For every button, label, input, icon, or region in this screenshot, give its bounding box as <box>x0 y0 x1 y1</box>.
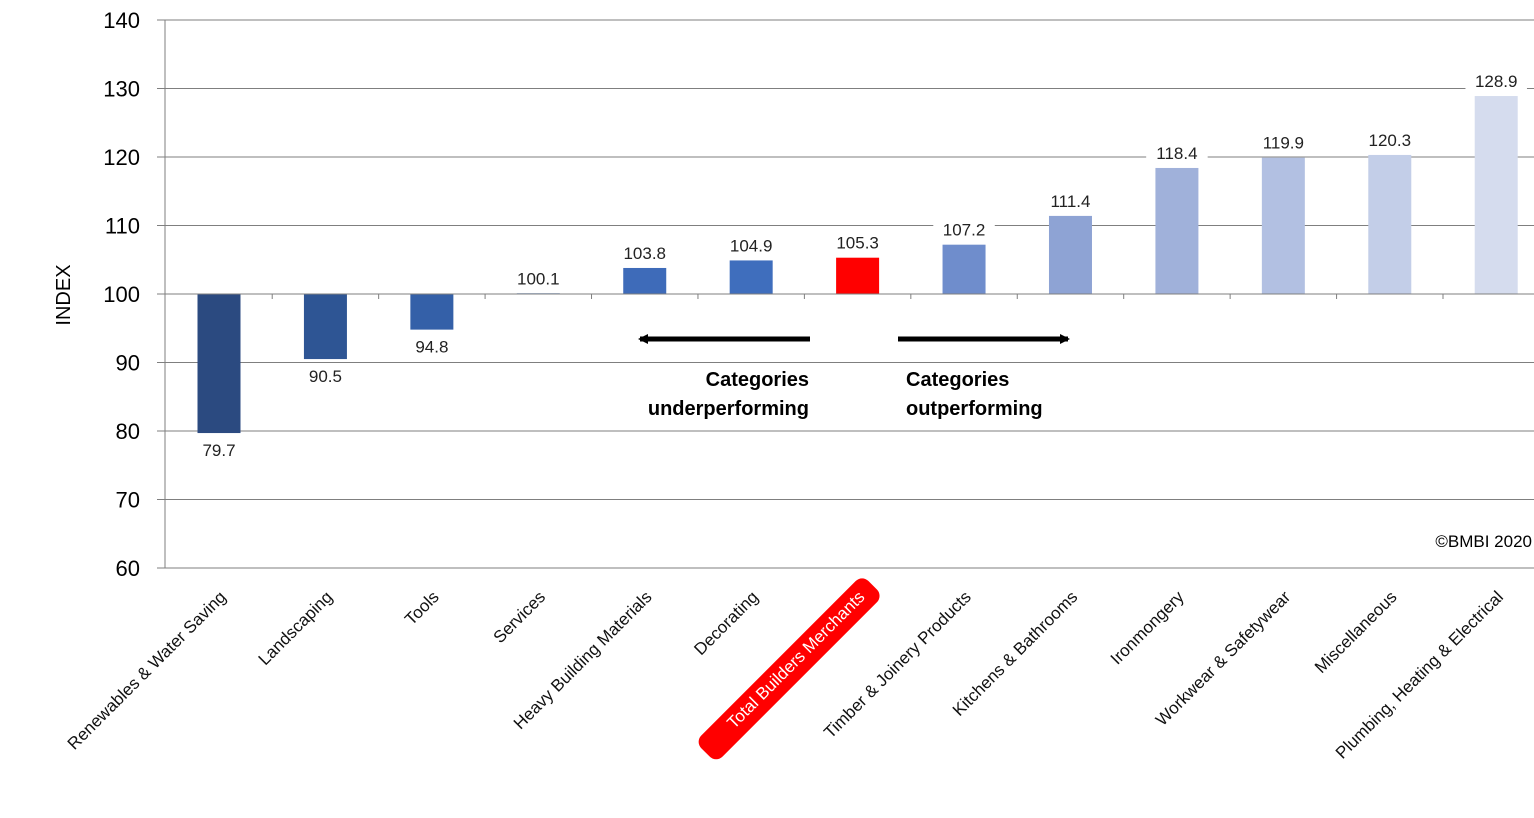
data-label-bg <box>1252 131 1315 155</box>
category-highlight <box>698 578 880 760</box>
y-tick-label: 80 <box>116 419 140 444</box>
category-label: Tools <box>401 587 442 628</box>
data-label: 120.3 <box>1369 131 1412 150</box>
data-label-bg <box>507 267 570 291</box>
category-label: Plumbing, Heating & Electrical <box>1332 587 1507 762</box>
y-tick-label: 120 <box>103 145 140 170</box>
category-label: Decorating <box>690 587 762 659</box>
annotation-underperforming: Categories underperforming <box>638 334 810 420</box>
bar <box>1368 154 1412 294</box>
category-label: Kitchens & Bathrooms <box>949 587 1081 719</box>
bar <box>1155 167 1199 294</box>
data-label-bg <box>1146 141 1208 165</box>
bar <box>1048 215 1092 294</box>
copyright: ©BMBI 2020 <box>1435 532 1532 551</box>
y-tick-label: 100 <box>103 282 140 307</box>
bar <box>303 294 347 360</box>
data-label: 104.9 <box>730 236 773 255</box>
bar <box>410 294 454 330</box>
y-tick-label: 110 <box>105 214 140 239</box>
annotation-right-line1: Categories <box>906 369 1009 391</box>
data-label: 90.5 <box>309 367 342 386</box>
bar <box>729 260 773 294</box>
y-tick-label: 140 <box>103 8 140 33</box>
y-tick-label: 130 <box>103 77 140 102</box>
bar <box>1261 157 1305 294</box>
annotation-outperforming: Categories outperforming <box>898 334 1070 420</box>
data-label-bg <box>933 218 995 242</box>
category-label: Ironmongery <box>1107 587 1188 668</box>
data-label: 119.9 <box>1263 134 1304 153</box>
data-label-bg <box>299 365 352 389</box>
y-tick-label: 90 <box>116 351 140 376</box>
data-label: 79.7 <box>202 441 235 460</box>
bar <box>836 257 880 294</box>
annotation-left-line1: Categories <box>706 369 809 391</box>
y-tick-label: 60 <box>116 556 140 581</box>
category-label: Renewables & Water Saving <box>64 587 230 753</box>
data-label-bg <box>826 231 889 255</box>
data-label-bg <box>405 335 458 359</box>
bar <box>942 244 986 294</box>
gridlines <box>165 19 1534 569</box>
bar <box>623 267 667 294</box>
data-label-bg <box>720 234 782 258</box>
data-label-bg <box>1465 70 1527 94</box>
data-label: 107.2 <box>943 221 986 240</box>
y-axis-label: INDEX <box>53 264 75 325</box>
data-label: 128.9 <box>1475 72 1518 91</box>
data-label-bg <box>1359 128 1421 152</box>
category-label: Services <box>490 587 550 647</box>
data-label: 118.4 <box>1156 144 1197 163</box>
data-label: 94.8 <box>415 338 448 357</box>
data-label: 111.4 <box>1050 192 1090 211</box>
annotation-left-line2: underperforming <box>648 398 809 420</box>
data-label: 105.3 <box>836 234 879 253</box>
data-label: 103.8 <box>623 244 666 263</box>
bars: 79.7 90.5 94.8 100.1 103.8 104.9 105.3 107.2 111… <box>193 70 1527 463</box>
bar <box>1474 96 1518 294</box>
data-label-bg <box>193 439 245 463</box>
data-label-bg <box>1039 189 1102 213</box>
annotation-right-line2: outperforming <box>906 398 1043 420</box>
data-label: 100.1 <box>517 269 560 288</box>
data-label-bg <box>613 241 676 265</box>
category-label: Miscellaneous <box>1311 587 1401 677</box>
y-tick-label: 70 <box>116 488 140 513</box>
bar <box>197 294 241 434</box>
y-axis: 60 70 80 90 100 110 120 130 140 <box>103 8 166 581</box>
x-axis: Renewables & Water Saving Landscaping Tool… <box>64 293 1534 763</box>
category-label: Landscaping <box>255 587 337 669</box>
